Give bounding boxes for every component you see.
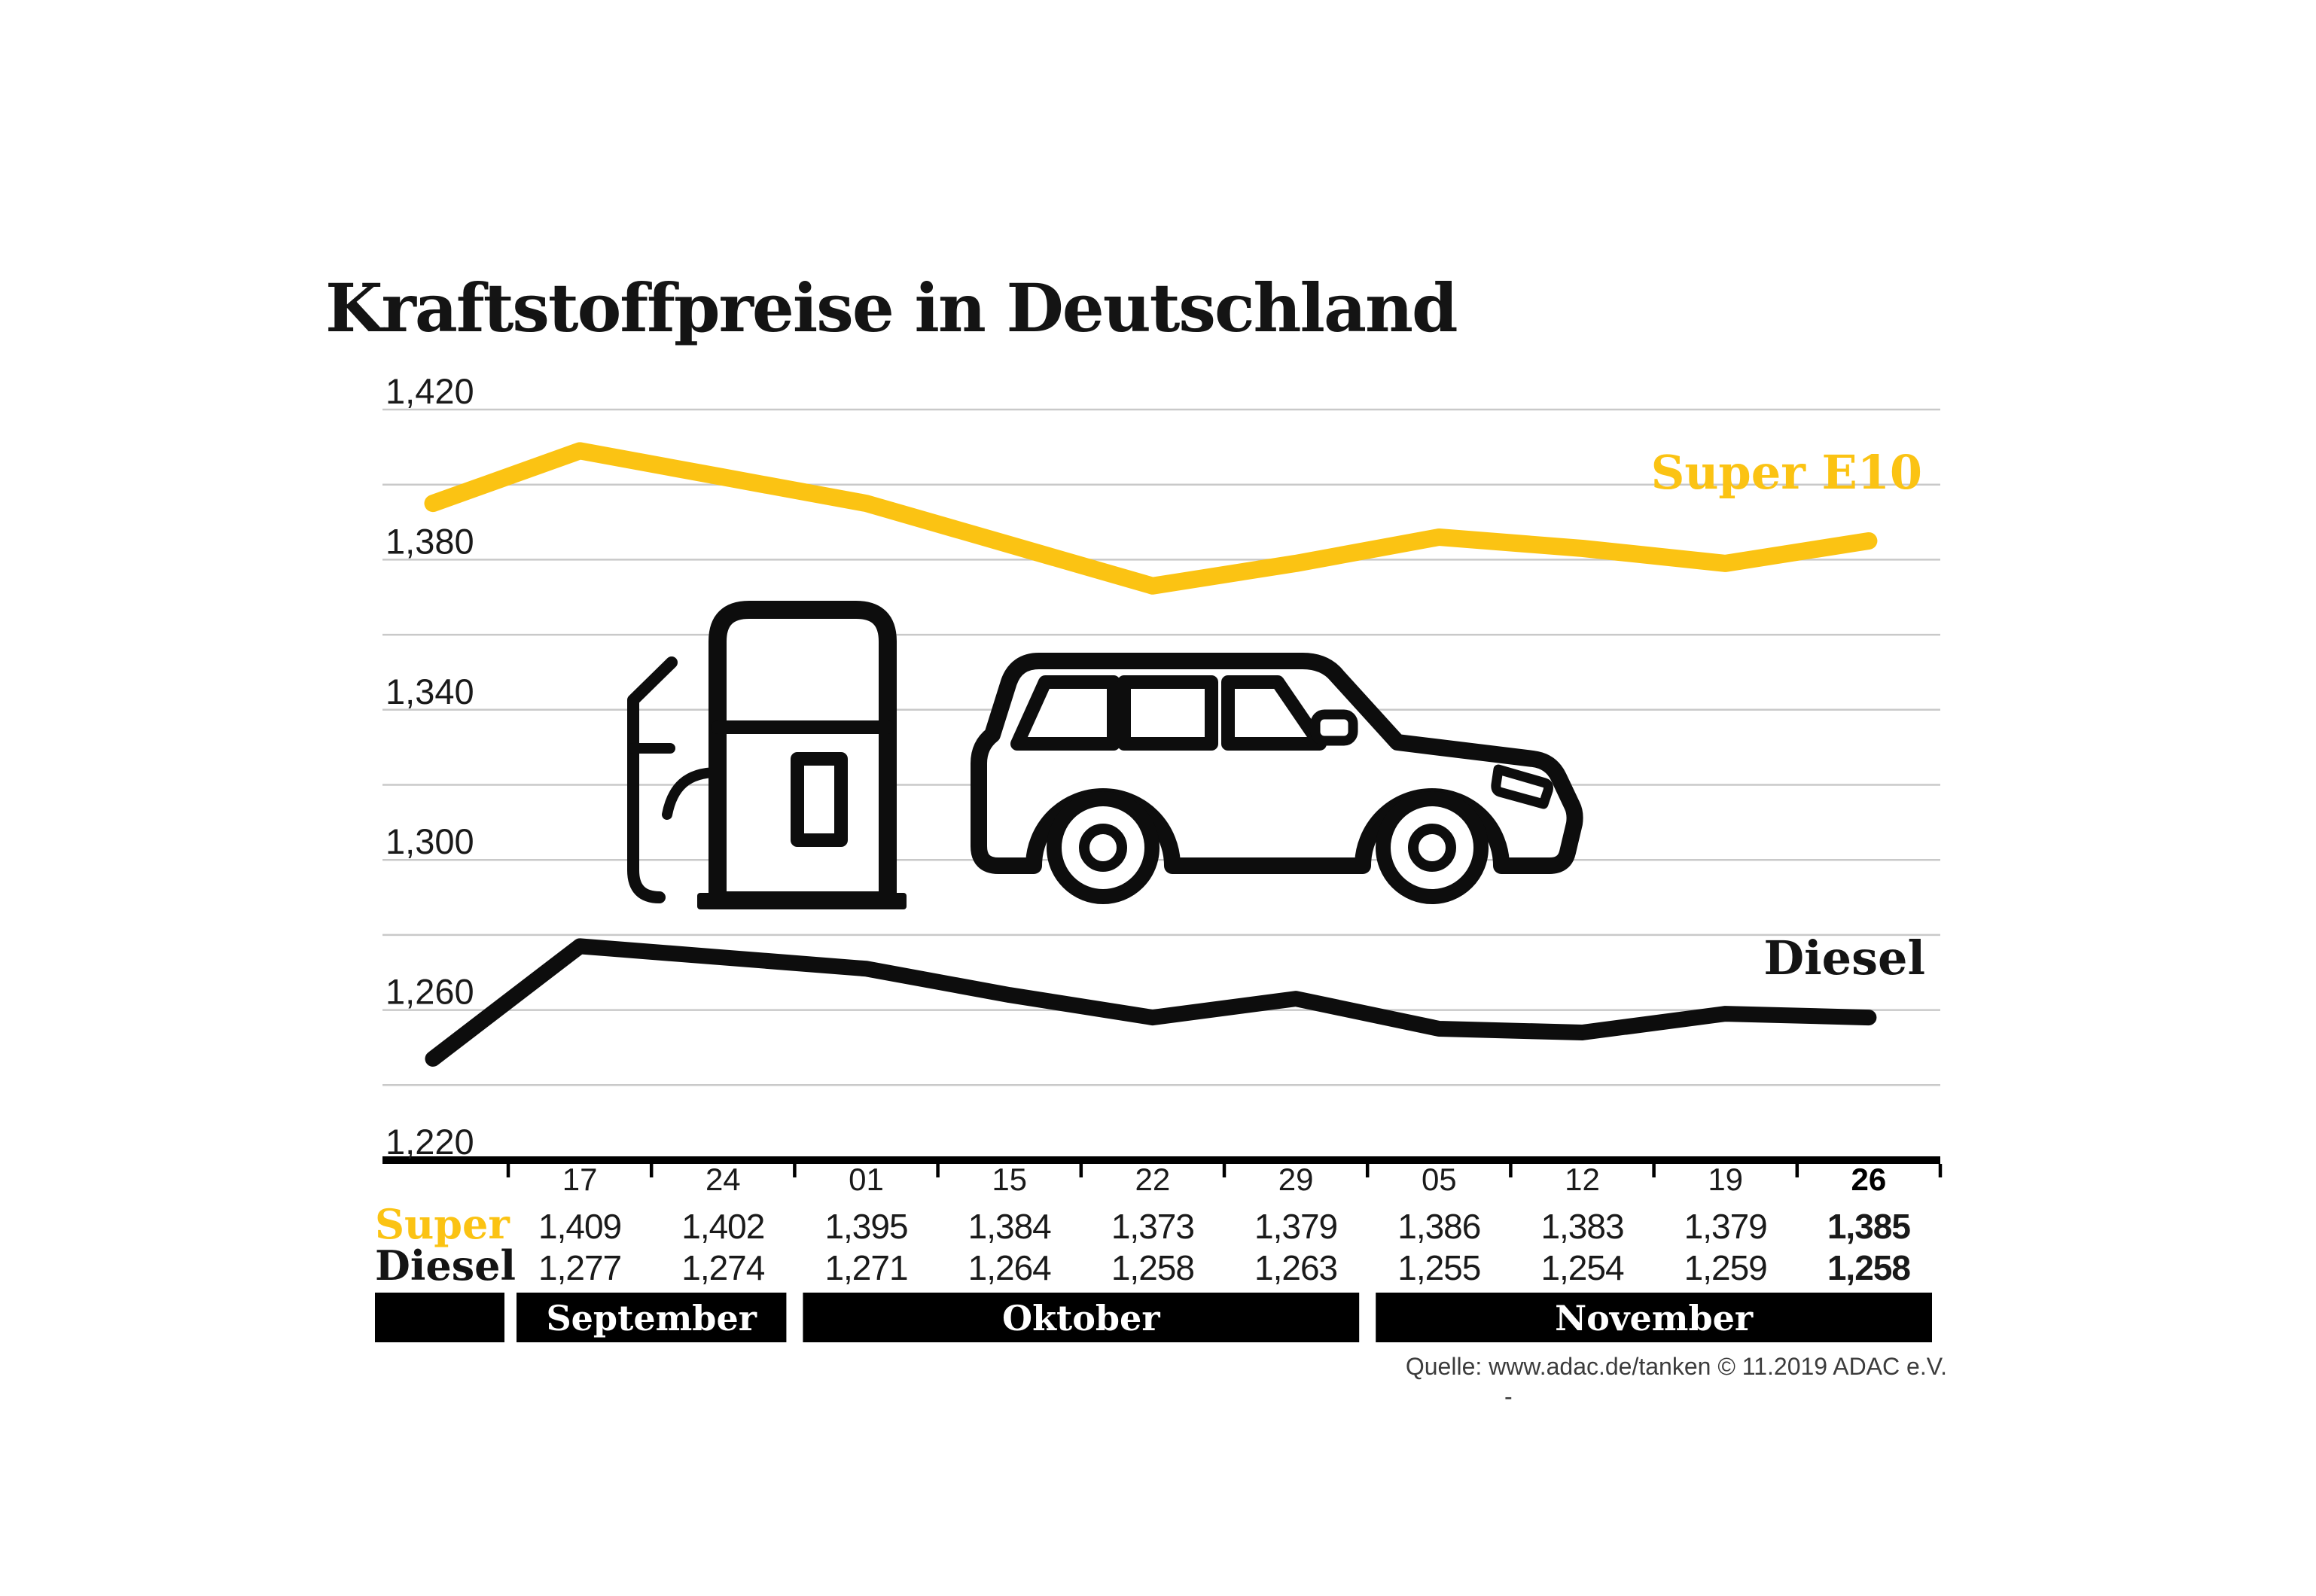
car-headlight: [1491, 764, 1553, 809]
y-axis-label: 1,380: [385, 521, 474, 561]
car-mirror: [1310, 709, 1358, 746]
month-band-empty: [375, 1293, 504, 1342]
super-value: 1,395: [824, 1207, 907, 1246]
month-bands-layer: September Oktober November: [375, 1293, 1932, 1342]
super-value: 1,383: [1540, 1207, 1623, 1246]
car-rear-window: [1010, 675, 1120, 751]
month-label: November: [1555, 1298, 1754, 1339]
car-icon: [971, 653, 1583, 904]
x-tick-label: 19: [1708, 1162, 1743, 1197]
fuel-pump-connector: [662, 767, 723, 820]
super-value: 1,409: [538, 1207, 621, 1246]
diesel-value: 1,263: [1254, 1248, 1337, 1287]
diesel-value: 1,258: [1827, 1248, 1911, 1287]
fuel-pump-hose: [627, 656, 678, 903]
month-label: September: [546, 1298, 757, 1339]
table-row-label-diesel: Diesel: [375, 1241, 516, 1290]
diesel-value: 1,254: [1540, 1248, 1624, 1287]
axis-layer: 1,420 1,380 1,340 1,300 1,260 1,220: [382, 371, 1943, 1177]
diesel-value: 1,258: [1111, 1248, 1194, 1287]
super-value: 1,379: [1684, 1207, 1767, 1246]
x-tick-label: 01: [849, 1162, 884, 1197]
source-note: Quelle: www.adac.de/tanken © 11.2019 ADA…: [1406, 1353, 1947, 1380]
diesel-value: 1,271: [824, 1248, 907, 1287]
diesel-value: 1,274: [681, 1248, 765, 1287]
car-middle-window: [1117, 675, 1218, 751]
super-value: 1,373: [1111, 1207, 1194, 1246]
stray-dash: -: [1504, 1383, 1513, 1410]
fuel-pump-window: [791, 752, 848, 847]
car-rear-hub: [1079, 824, 1127, 872]
y-axis-label: 1,420: [385, 371, 474, 411]
super-value: 1,379: [1254, 1207, 1337, 1246]
series-label-diesel: Diesel: [1763, 930, 1925, 985]
diesel-value: 1,259: [1684, 1248, 1767, 1287]
diesel-value: 1,255: [1397, 1248, 1480, 1287]
month-label: Oktober: [1002, 1298, 1160, 1339]
super-value: 1,386: [1397, 1207, 1480, 1246]
super-value: 1,402: [681, 1207, 764, 1246]
month-band: [517, 1293, 787, 1342]
car-front-hub: [1408, 824, 1456, 872]
month-band: [1376, 1293, 1932, 1342]
y-axis-label: 1,300: [385, 821, 474, 861]
series-label-super-e10: Super E10: [1651, 445, 1922, 500]
x-tick-label: 24: [705, 1162, 741, 1197]
x-tick-label: 29: [1278, 1162, 1314, 1197]
y-axis-label: 1,340: [385, 672, 474, 711]
x-tick-label: 26: [1851, 1162, 1887, 1197]
pictogram-layer: [627, 601, 1583, 909]
fuel-pump-base: [697, 893, 907, 909]
y-axis-label: 1,260: [385, 972, 474, 1012]
fuel-pump-icon: [627, 601, 907, 909]
page-title: Kraftstoffpreise in Deutschland: [325, 269, 1457, 347]
diesel-value: 1,277: [538, 1248, 621, 1287]
super-value: 1,385: [1827, 1207, 1911, 1246]
diesel-value: 1,264: [968, 1248, 1052, 1287]
series-lines-layer: [424, 442, 1878, 1067]
y-axis-label: 1,220: [385, 1122, 474, 1162]
month-band: [803, 1293, 1360, 1342]
x-tick-label: 12: [1565, 1162, 1600, 1197]
x-tick-label: 22: [1135, 1162, 1171, 1197]
diesel-line: [425, 938, 1877, 1067]
table-row-label-super: Super: [375, 1200, 510, 1248]
table-layer: 17 24 01 15 22 29 05 12 19 26 1,409 1,402 1,395 1,384…: [538, 1162, 1911, 1287]
x-tick-label: 15: [992, 1162, 1027, 1197]
super-value: 1,384: [968, 1207, 1052, 1246]
x-tick-label: 05: [1422, 1162, 1457, 1197]
super-line: [424, 442, 1878, 595]
x-tick-label: 17: [562, 1162, 598, 1197]
